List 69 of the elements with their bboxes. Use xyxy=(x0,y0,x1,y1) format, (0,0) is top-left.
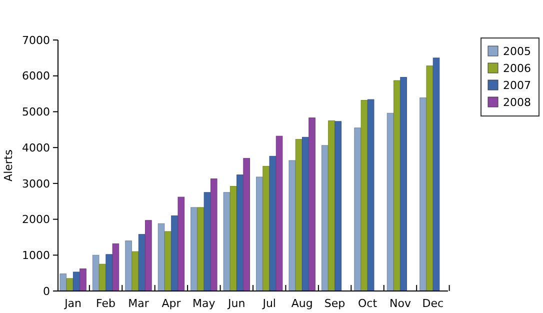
x-tick-label: Nov xyxy=(389,297,412,310)
bar xyxy=(394,80,400,292)
bar xyxy=(223,192,230,292)
y-axis-title: Alerts xyxy=(2,149,15,182)
x-tick-label: Jun xyxy=(227,297,246,310)
bar xyxy=(190,207,198,292)
y-tick-label: 6000 xyxy=(22,70,50,83)
bar xyxy=(132,251,139,292)
legend-label: 2005 xyxy=(503,44,531,58)
bar xyxy=(432,58,440,292)
bar xyxy=(112,243,120,292)
x-tick-label: Apr xyxy=(162,297,182,310)
bar xyxy=(354,128,361,292)
bar xyxy=(400,77,407,292)
bar xyxy=(302,136,309,292)
bar xyxy=(125,240,132,292)
y-tick-label: 2000 xyxy=(22,213,50,226)
bar xyxy=(204,192,211,292)
bar xyxy=(178,196,185,292)
bar xyxy=(197,207,204,292)
bar xyxy=(60,274,67,292)
bar xyxy=(72,272,80,292)
bar xyxy=(426,66,434,292)
bar xyxy=(386,112,394,292)
y-tick-label: 4000 xyxy=(22,141,50,154)
bar xyxy=(210,178,218,292)
y-tick-label: 7000 xyxy=(22,34,50,47)
y-tick-label: 0 xyxy=(43,284,50,298)
x-tick-label: Sep xyxy=(324,297,346,310)
bar xyxy=(321,145,328,292)
bar xyxy=(269,156,276,292)
bar xyxy=(145,220,152,292)
bar xyxy=(276,136,283,292)
x-tick-label: Jul xyxy=(262,297,276,310)
x-tick-label: Jan xyxy=(64,297,82,310)
x-tick-label: Mar xyxy=(128,297,150,310)
legend-label: 2008 xyxy=(503,96,531,109)
bar xyxy=(66,278,74,292)
bar xyxy=(262,166,270,292)
bar xyxy=(106,254,112,292)
legend-label: 2007 xyxy=(503,78,531,92)
bar xyxy=(92,254,100,292)
x-tick-label: Oct xyxy=(358,297,378,310)
x-tick-label: Aug xyxy=(291,297,313,310)
legend-label: 2006 xyxy=(503,62,531,75)
bar xyxy=(308,118,316,292)
bar xyxy=(171,215,178,292)
bar xyxy=(334,121,342,292)
x-tick-label: Dec xyxy=(422,297,444,310)
y-tick-label: 5000 xyxy=(22,106,50,119)
bar xyxy=(328,120,335,292)
bar xyxy=(420,97,426,292)
bar xyxy=(288,160,296,292)
bar xyxy=(164,231,172,292)
bar xyxy=(230,186,237,292)
bar xyxy=(243,158,250,292)
y-tick-label: 3000 xyxy=(22,177,50,190)
bar xyxy=(256,176,263,292)
bar xyxy=(360,100,368,292)
bar xyxy=(295,139,302,292)
bar xyxy=(99,264,106,292)
bar xyxy=(236,174,244,292)
x-tick-label: Feb xyxy=(96,297,116,310)
x-tick-label: May xyxy=(192,297,216,310)
bar xyxy=(138,234,146,292)
bar xyxy=(80,268,86,292)
bar xyxy=(367,99,374,292)
bar xyxy=(158,223,165,292)
y-tick-label: 1000 xyxy=(22,248,50,262)
